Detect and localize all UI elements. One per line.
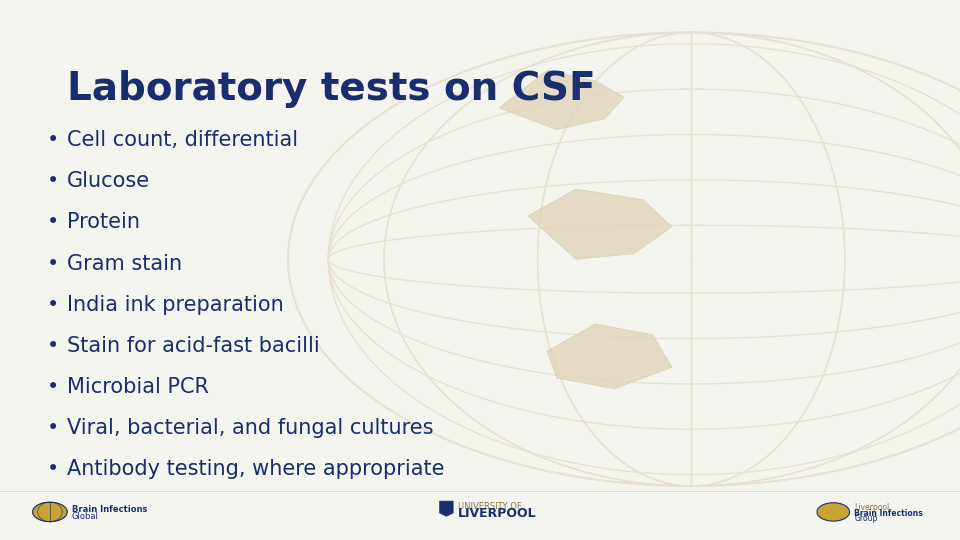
Polygon shape (440, 501, 453, 516)
Text: Liverpool: Liverpool (854, 503, 890, 512)
Text: •: • (47, 253, 59, 274)
Polygon shape (547, 324, 672, 389)
Text: •: • (47, 376, 59, 397)
Polygon shape (499, 70, 624, 130)
Text: Glucose: Glucose (67, 171, 151, 192)
Text: Gram stain: Gram stain (67, 253, 182, 274)
Text: Group: Group (854, 514, 877, 523)
Text: •: • (47, 458, 59, 479)
Text: •: • (47, 417, 59, 438)
Text: •: • (47, 212, 59, 233)
Circle shape (33, 502, 67, 522)
Text: Microbial PCR: Microbial PCR (67, 376, 209, 397)
Text: Brain Infections: Brain Infections (72, 505, 148, 514)
Text: Laboratory tests on CSF: Laboratory tests on CSF (67, 70, 596, 108)
Text: Cell count, differential: Cell count, differential (67, 130, 299, 151)
Text: Brain Infections: Brain Infections (854, 509, 924, 517)
Text: Viral, bacterial, and fungal cultures: Viral, bacterial, and fungal cultures (67, 417, 434, 438)
Text: •: • (47, 171, 59, 192)
Text: •: • (47, 294, 59, 315)
Text: LIVERPOOL: LIVERPOOL (458, 507, 537, 520)
Text: India ink preparation: India ink preparation (67, 294, 284, 315)
Text: •: • (47, 130, 59, 151)
Polygon shape (528, 189, 672, 259)
Text: UNIVERSITY OF: UNIVERSITY OF (458, 502, 521, 511)
Text: Global: Global (72, 512, 99, 521)
Text: Antibody testing, where appropriate: Antibody testing, where appropriate (67, 458, 444, 479)
Text: Stain for acid-fast bacilli: Stain for acid-fast bacilli (67, 335, 320, 356)
Text: •: • (47, 335, 59, 356)
Text: Protein: Protein (67, 212, 140, 233)
Circle shape (817, 503, 850, 521)
